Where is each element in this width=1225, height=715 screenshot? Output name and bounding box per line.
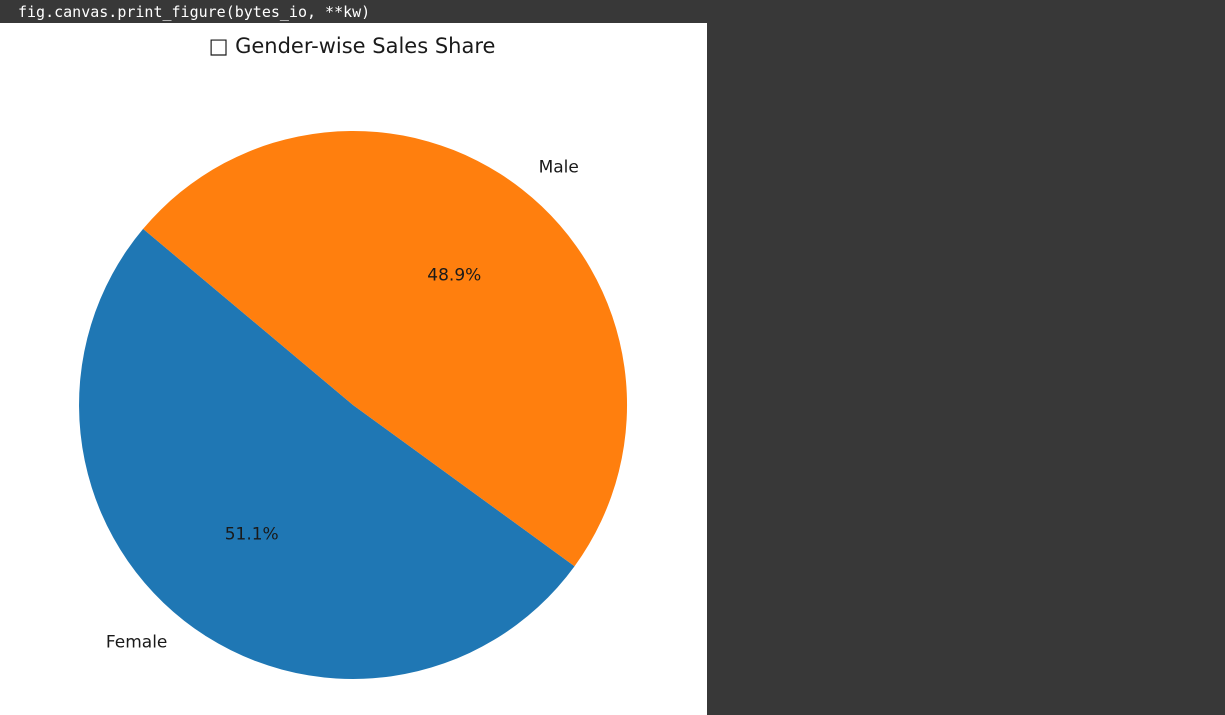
pct-label-male: 48.9%: [427, 266, 481, 286]
slice-label-female: Female: [106, 632, 167, 652]
chart-title: □ Gender-wise Sales Share: [209, 34, 496, 58]
pie-slice-male: [143, 130, 628, 567]
pct-label-female: 51.1%: [225, 525, 279, 545]
figure-canvas: □ Gender-wise Sales Share Female 51.1% Mal…: [0, 23, 707, 715]
slice-label-male: Male: [539, 158, 579, 178]
code-output-line: fig.canvas.print_figure(bytes_io, **kw): [18, 3, 371, 21]
pie-labels: Female 51.1% Male 48.9%: [106, 158, 579, 653]
pie-slices: [79, 130, 628, 679]
pie-slice-female: [79, 228, 575, 679]
pie-chart: □ Gender-wise Sales Share Female 51.1% Mal…: [79, 34, 628, 679]
